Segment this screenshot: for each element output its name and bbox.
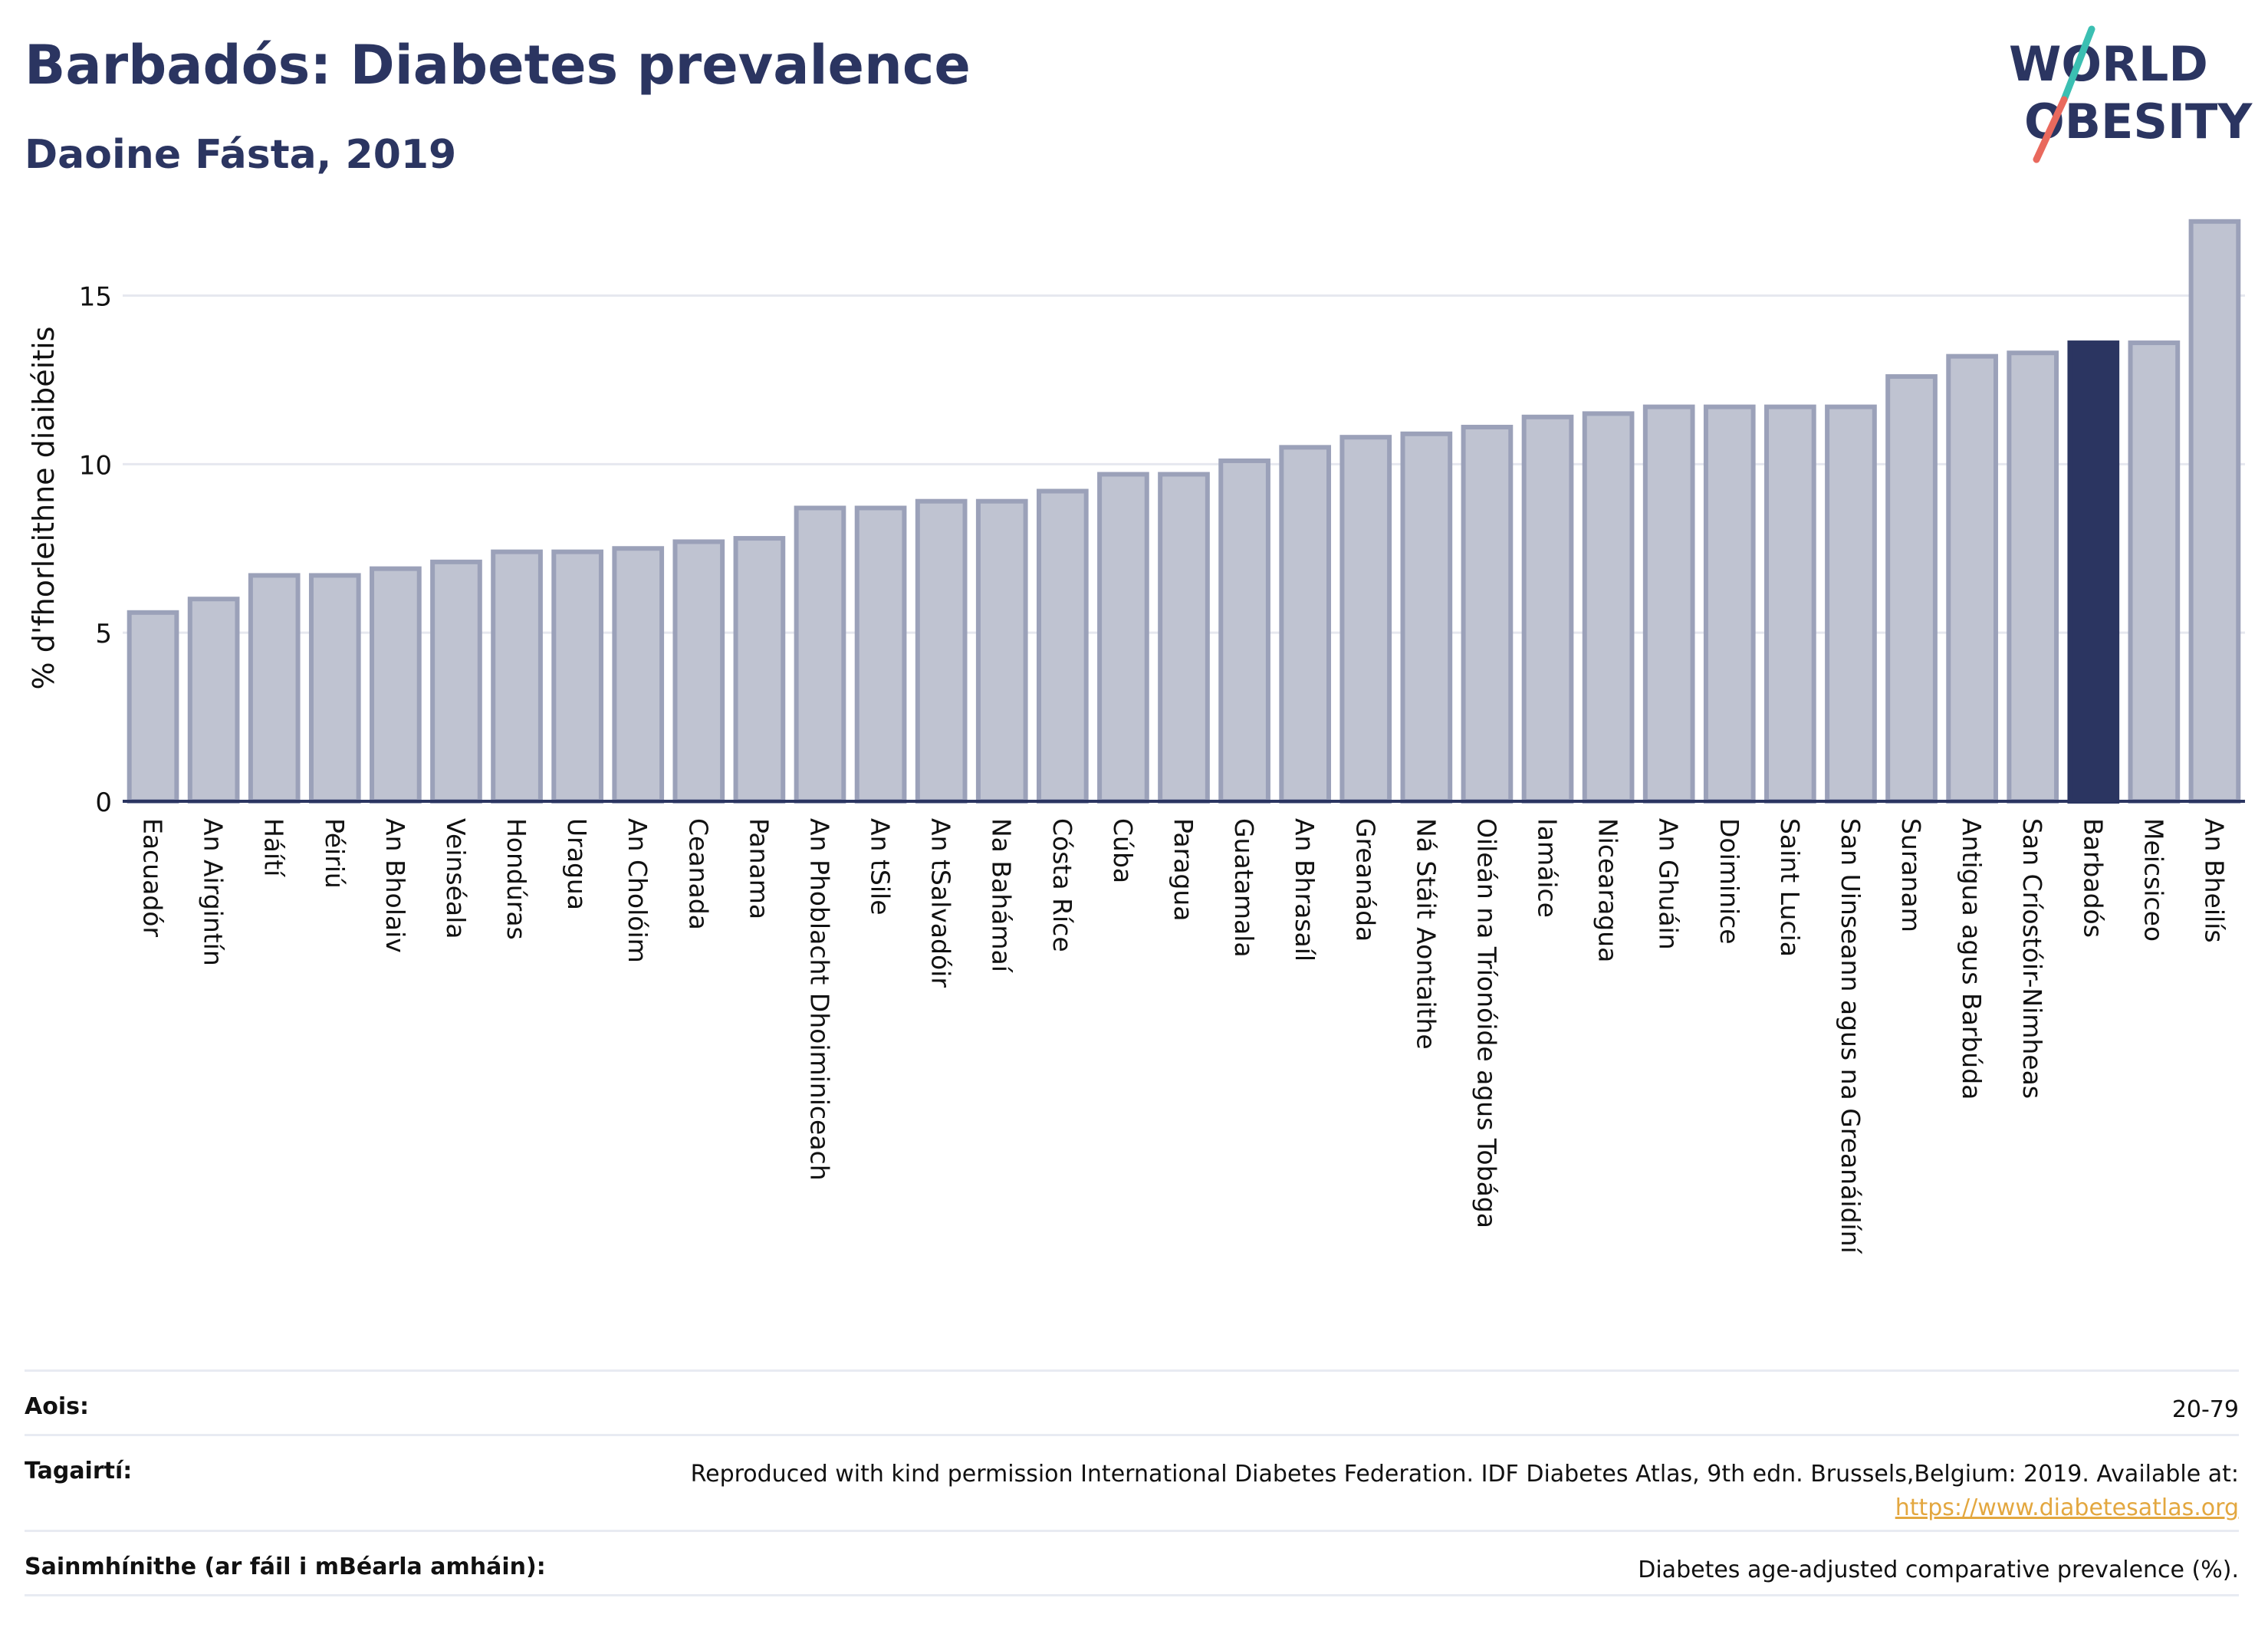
x-tick-label: Paragua — [1169, 818, 1198, 922]
bar[interactable] — [1339, 435, 1392, 804]
x-tick-label: Uragua — [562, 818, 592, 910]
bar[interactable] — [975, 498, 1028, 804]
x-tick-label: Ceanada — [683, 818, 713, 930]
x-tick-label: Veinséala — [441, 818, 471, 939]
bar[interactable] — [1218, 458, 1270, 804]
bar-chart: 0 5 10 15 Eacuadór An Airgintín Háítí Péiriú An… — [27, 219, 2245, 1255]
x-tick-label: San Críostóir-Nimheas — [2017, 818, 2047, 1099]
x-tick-label: San Uinseann agus na Greanáidíní — [1836, 818, 1865, 1255]
x-tick-label: An Bhrasaíl — [1290, 818, 1320, 962]
x-tick-label: Barbadós — [2078, 818, 2108, 938]
x-tick-label: Na Bahámaí — [987, 818, 1017, 974]
bar[interactable] — [794, 505, 846, 804]
x-tick-label: Antigua agus Barbúda — [1957, 818, 1987, 1100]
bar[interactable] — [915, 498, 968, 804]
bar[interactable] — [2128, 340, 2181, 804]
bar[interactable] — [1097, 472, 1149, 804]
logo-slash-bottom — [2033, 96, 2068, 163]
footer-row-references: Tagairtí: Reproduced with kind permissio… — [25, 1434, 2239, 1530]
footer-row-age: Aois: 20-79 — [25, 1369, 2239, 1434]
y-tick-label: 5 — [95, 619, 112, 649]
logo-text-obesity: OBESITY — [2024, 94, 2253, 150]
x-tick-label: Guatamala — [1229, 818, 1259, 958]
x-tick-label: An Ghuáin — [1654, 818, 1684, 950]
footer-references-value: Reproduced with kind permission Internat… — [691, 1436, 2239, 1530]
bar[interactable] — [1825, 404, 1877, 804]
footer-definitions-label: Sainmhínithe (ar fáil i mBéarla amháin): — [25, 1553, 546, 1580]
bar[interactable] — [308, 573, 361, 804]
bar[interactable] — [1036, 488, 1089, 804]
x-tick-label: Ná Stáit Aontaithe — [1411, 818, 1441, 1050]
bar-highlighted[interactable] — [2067, 340, 2120, 804]
world-obesity-logo: WORLD OBESITY — [2009, 25, 2253, 163]
bar[interactable] — [248, 573, 301, 804]
x-tick-label: An Airgintín — [199, 818, 228, 966]
footer-row-definitions: Sainmhínithe (ar fáil i mBéarla amháin):… — [25, 1530, 2239, 1596]
footer-references-link[interactable]: https://www.diabetesatlas.org — [1895, 1494, 2239, 1521]
x-tick-label: Oileán na Tríonóide agus Tobága — [1471, 818, 1501, 1228]
bar[interactable] — [127, 610, 179, 804]
footer-references-label: Tagairtí: — [25, 1458, 133, 1484]
x-tick-labels: Eacuadór An Airgintín Háítí Péiriú An Bholai… — [138, 818, 2230, 1255]
x-tick-label: Nicearagua — [1593, 818, 1623, 962]
footer-references-text: Reproduced with kind permission Internat… — [690, 1461, 2239, 1488]
x-tick-label: Eacuadór — [138, 818, 168, 937]
x-tick-label: An Cholóim — [623, 818, 652, 963]
bar[interactable] — [733, 536, 786, 804]
chart-title: Barbadós: Diabetes prevalence — [25, 34, 971, 97]
x-tick-label: An Bholaiv — [380, 818, 410, 953]
footer-definitions-value: Diabetes age-adjusted comparative preval… — [1638, 1557, 2239, 1583]
y-tick-label: 10 — [79, 450, 112, 481]
bar[interactable] — [1279, 445, 1332, 804]
x-tick-label: Suranam — [1896, 818, 1926, 932]
x-tick-label: Cósta Ríce — [1047, 818, 1077, 952]
x-tick-label: Greanáda — [1350, 818, 1380, 942]
y-axis-label: % d'fhorleithne diaibéitis — [27, 327, 61, 690]
x-tick-label: An tSalvadóir — [926, 818, 956, 988]
bar[interactable] — [2007, 350, 2059, 804]
footer-age-value: 20-79 — [2171, 1396, 2239, 1423]
bar[interactable] — [612, 546, 665, 804]
x-tick-label: Péiriú — [320, 818, 350, 889]
x-tick-label: An Phoblacht Dhoiminiceach — [804, 818, 834, 1181]
logo-text-world: WORLD — [2009, 36, 2208, 92]
chart-subtitle: Daoine Fásta, 2019 — [25, 132, 457, 178]
x-tick-label: Iamáice — [1533, 818, 1563, 918]
bar[interactable] — [551, 549, 603, 804]
bar[interactable] — [187, 597, 240, 804]
bar[interactable] — [1764, 404, 1816, 804]
y-tick-label: 15 — [79, 282, 112, 313]
bar[interactable] — [2188, 219, 2241, 804]
bar[interactable] — [1461, 424, 1514, 804]
bars — [127, 219, 2241, 804]
x-tick-label: Hondúras — [501, 818, 531, 940]
bar[interactable] — [854, 505, 907, 804]
bar[interactable] — [1885, 374, 1938, 804]
x-tick-label: An Bheilís — [2199, 818, 2229, 943]
chart-footer: Aois: 20-79 Tagairtí: Reproduced with ki… — [25, 1369, 2239, 1596]
x-tick-label: Háítí — [259, 818, 289, 878]
x-tick-label: Doiminice — [1714, 818, 1744, 945]
bar[interactable] — [1400, 431, 1453, 804]
x-tick-label: Cúba — [1108, 818, 1138, 883]
bar[interactable] — [672, 539, 725, 804]
x-tick-label: Panama — [744, 818, 774, 919]
logo-slash-top — [2060, 25, 2095, 104]
x-tick-label: Meicsiceo — [2138, 818, 2168, 942]
footer-age-label: Aois: — [25, 1393, 89, 1420]
bar[interactable] — [1158, 472, 1210, 804]
bar[interactable] — [1642, 404, 1695, 804]
bar[interactable] — [430, 559, 482, 804]
bar[interactable] — [1521, 414, 1574, 804]
y-tick-label: 0 — [95, 787, 112, 818]
x-tick-label: An tSile — [866, 818, 896, 916]
bar[interactable] — [491, 549, 543, 804]
x-tick-label: Saint Lucia — [1775, 818, 1805, 957]
bar[interactable] — [370, 566, 422, 804]
y-tick-labels: 0 5 10 15 — [79, 282, 112, 818]
bar[interactable] — [1703, 404, 1756, 804]
bar[interactable] — [1946, 353, 1998, 804]
bar[interactable] — [1582, 411, 1635, 804]
